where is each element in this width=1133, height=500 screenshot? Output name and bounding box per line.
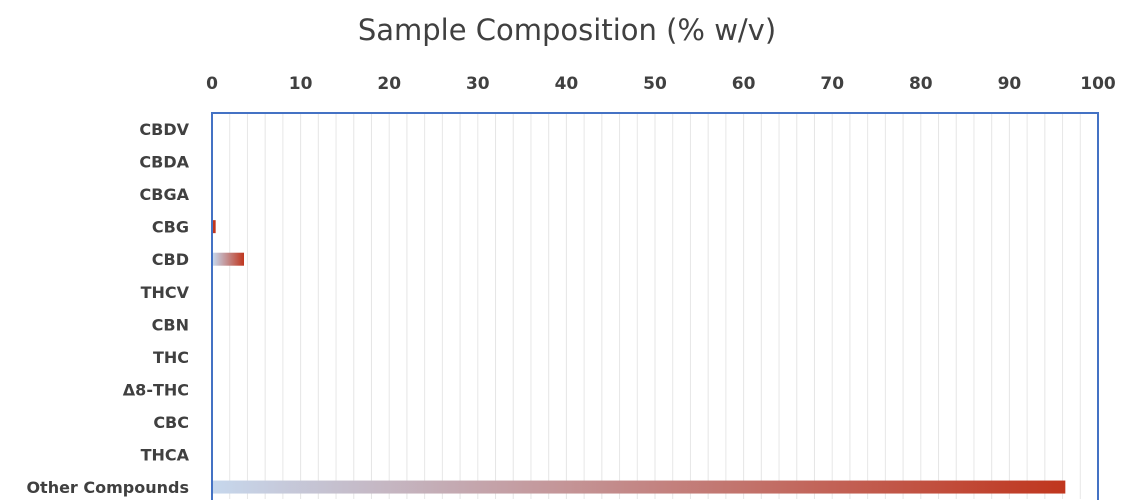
category-label: CBDV [139,120,189,139]
x-tick-label: 80 [909,74,933,94]
category-label: Other Compounds [26,478,189,497]
category-label: CBC [153,413,189,432]
category-label: THCA [141,446,190,465]
x-tick-label: 100 [1080,74,1116,94]
category-label: CBDA [139,153,189,172]
x-tick-label: 0 [206,74,218,94]
bar [213,220,216,234]
bars [213,220,1066,494]
category-label: CBN [152,315,189,334]
x-tick-label: 70 [820,74,844,94]
plot-frame [211,112,1099,500]
x-tick-label: 40 [555,74,579,94]
gridlines [229,113,1081,499]
category-label: Δ8-THC [123,380,189,399]
category-label: CBG [152,218,189,237]
category-label: CBGA [140,185,190,204]
x-tick-label: 50 [643,74,667,94]
bar [213,480,1066,494]
x-axis-tick-labels: 0 10 20 30 40 50 60 70 80 90 100 [206,74,1116,94]
x-tick-label: 20 [377,74,401,94]
y-axis-category-labels: CBDV CBDA CBGA CBG CBD THCV CBN THC Δ8-THC CBC THC… [26,120,189,497]
category-label: THCV [141,283,190,302]
category-label: CBD [152,250,189,269]
x-tick-label: 90 [998,74,1022,94]
x-tick-label: 10 [289,74,313,94]
x-tick-label: 60 [732,74,756,94]
bar [213,252,245,266]
x-tick-label: 30 [466,74,490,94]
chart-title: Sample Composition (% w/v) [358,13,776,47]
category-label: THC [153,348,189,367]
